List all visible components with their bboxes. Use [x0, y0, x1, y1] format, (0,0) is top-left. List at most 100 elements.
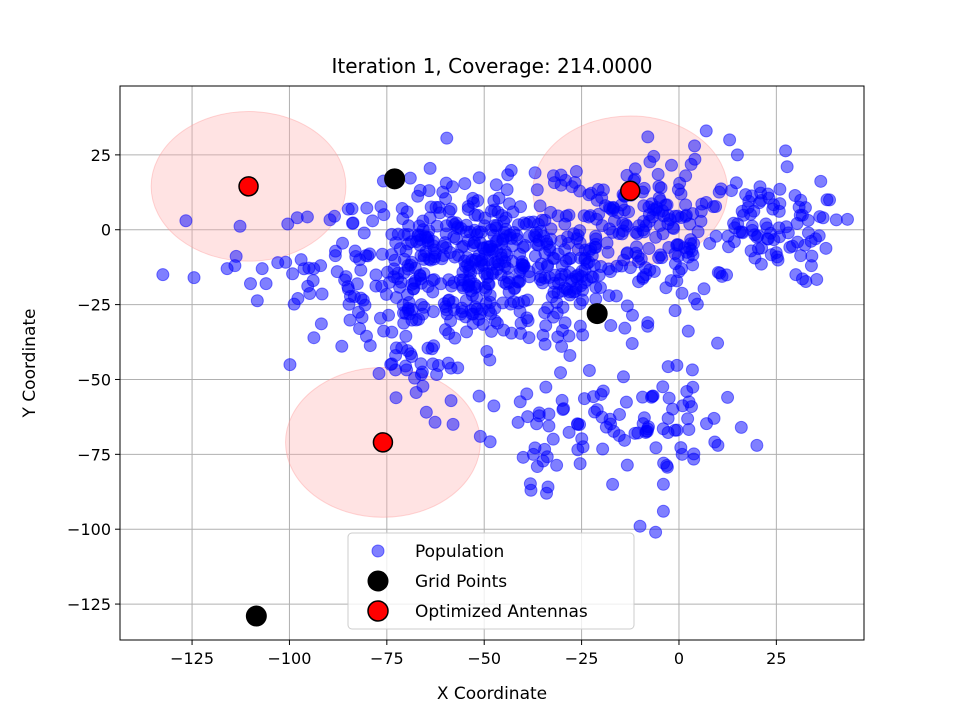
- population-point: [556, 300, 570, 314]
- population-point: [649, 230, 663, 244]
- population-point: [496, 233, 510, 247]
- population-point: [804, 259, 818, 273]
- population-point: [662, 240, 676, 254]
- population-point: [290, 211, 304, 225]
- population-point: [287, 297, 301, 311]
- population-point: [575, 264, 589, 278]
- x-tick-label: 0: [674, 649, 684, 668]
- population-point: [405, 302, 419, 316]
- population-point: [601, 245, 615, 259]
- population-point: [656, 422, 670, 436]
- population-point: [250, 294, 264, 308]
- population-point: [713, 266, 727, 280]
- population-point: [668, 423, 682, 437]
- population-point: [697, 282, 711, 296]
- legend-box: [347, 532, 635, 630]
- population-point: [562, 329, 576, 343]
- population-point: [483, 353, 497, 367]
- population-point: [750, 438, 764, 452]
- population-point: [536, 454, 550, 468]
- population-point: [569, 165, 583, 179]
- population-point: [384, 357, 398, 371]
- population-point: [675, 447, 689, 461]
- population-point: [538, 306, 552, 320]
- population-point: [187, 271, 201, 285]
- population-point: [521, 410, 535, 424]
- population-point: [593, 280, 607, 294]
- population-point: [709, 200, 723, 214]
- population-point: [754, 257, 768, 271]
- population-point: [436, 249, 450, 263]
- population-point: [687, 447, 701, 461]
- population-point: [618, 433, 632, 447]
- population-point: [363, 339, 377, 353]
- population-point: [649, 525, 663, 539]
- legend-grid-points-marker: [367, 570, 389, 592]
- population-point: [562, 252, 576, 266]
- population-point: [650, 201, 664, 215]
- population-point: [684, 400, 698, 414]
- population-point: [620, 458, 634, 472]
- population-point: [734, 420, 748, 434]
- population-point: [335, 339, 349, 353]
- population-point: [389, 236, 403, 250]
- population-point: [703, 237, 717, 251]
- population-point: [655, 251, 669, 265]
- population-point: [674, 187, 688, 201]
- population-point: [354, 291, 368, 305]
- population-point: [546, 432, 560, 446]
- antenna-point: [372, 432, 394, 453]
- population-point: [533, 199, 547, 213]
- y-tick-label: −50: [77, 370, 111, 389]
- population-point: [228, 259, 242, 273]
- population-point: [488, 219, 502, 233]
- legend-antennas-marker: [367, 600, 389, 622]
- population-point: [417, 300, 431, 314]
- population-point: [455, 278, 469, 292]
- population-point: [620, 299, 634, 313]
- chart-title: Iteration 1, Coverage: 214.0000: [332, 54, 653, 78]
- population-point: [651, 167, 665, 181]
- population-point: [660, 460, 674, 474]
- population-point: [576, 440, 590, 454]
- population-point: [483, 435, 497, 449]
- population-point: [666, 220, 680, 234]
- population-point: [439, 303, 453, 317]
- grid-point: [384, 168, 406, 190]
- population-point: [729, 176, 743, 190]
- population-point: [233, 219, 247, 233]
- population-point: [555, 393, 569, 407]
- population-point: [652, 179, 666, 193]
- population-point: [816, 211, 830, 225]
- x-axis-title: X Coordinate: [437, 684, 547, 704]
- population-point: [528, 441, 542, 455]
- population-point: [415, 365, 429, 379]
- y-tick-label: −125: [67, 595, 111, 614]
- population-point: [524, 483, 538, 497]
- population-point: [554, 234, 568, 248]
- population-point: [820, 193, 834, 207]
- population-point: [647, 149, 661, 163]
- population-point: [656, 380, 670, 394]
- population-point: [761, 187, 775, 201]
- population-point: [460, 325, 474, 339]
- population-point: [466, 191, 480, 205]
- population-point: [448, 250, 462, 264]
- population-point: [314, 317, 328, 331]
- x-axis-ticks: −125 −100 −75 −50 −25 0 25: [170, 640, 787, 668]
- legend: Population Grid Points Optimized Antenna…: [347, 532, 635, 630]
- population-points: [156, 124, 854, 539]
- population-point: [369, 268, 383, 282]
- population-point: [789, 268, 803, 282]
- population-point: [668, 304, 682, 318]
- population-point: [523, 215, 537, 229]
- antenna-points: [238, 176, 641, 453]
- population-point: [468, 300, 482, 314]
- population-point: [518, 239, 532, 253]
- population-point: [810, 272, 824, 286]
- population-point: [679, 169, 693, 183]
- plot-area: −125 −100 −75 −50 −25 0 25 250−25−50−75−100−12…: [67, 85, 865, 668]
- population-point: [534, 270, 548, 284]
- population-point: [554, 178, 568, 192]
- population-point: [688, 292, 702, 306]
